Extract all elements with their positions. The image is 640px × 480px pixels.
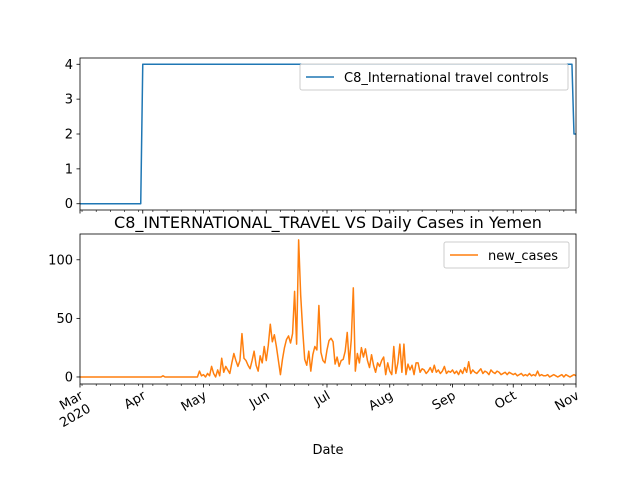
bottom-chart-frame bbox=[79, 233, 577, 385]
top-chart-y-tick-label: 3 bbox=[65, 93, 73, 108]
bottom-chart-series bbox=[80, 239, 577, 378]
top-chart-y-axis: 0 1 2 3 4 bbox=[65, 58, 80, 212]
top-chart-legend: C8_International travel controls bbox=[299, 63, 569, 91]
bottom-chart-legend-label: new_cases bbox=[488, 249, 558, 264]
top-chart-y-tick-label: 2 bbox=[65, 128, 73, 143]
bottom-chart-y-axis: 0 50 100 bbox=[48, 253, 80, 385]
bottom-chart-series-line bbox=[80, 239, 577, 378]
top-chart-legend-label: C8_International travel controls bbox=[344, 71, 549, 86]
top-chart-y-tick-label: 0 bbox=[65, 197, 73, 212]
top-chart-legend-box bbox=[299, 63, 569, 91]
bottom-chart-y-tick-label: 100 bbox=[48, 253, 73, 268]
bottom-chart-x-axis-label: Date bbox=[312, 443, 343, 458]
bottom-chart-y-tick-label: 50 bbox=[56, 312, 73, 327]
bottom-chart-legend: new_cases bbox=[443, 241, 570, 269]
top-chart: 0 1 2 3 4 C8_International travel controls bbox=[65, 57, 577, 214]
top-chart-x-axis bbox=[79, 210, 577, 214]
top-chart-y-tick-label: 1 bbox=[65, 162, 73, 177]
bottom-chart-title: C8_INTERNATIONAL_TRAVEL VS Daily Cases i… bbox=[114, 213, 542, 233]
top-chart-y-tick-label: 4 bbox=[65, 58, 73, 73]
bottom-chart-y-tick-label: 0 bbox=[65, 370, 73, 385]
bottom-chart-x-tick-label: Jul bbox=[311, 388, 333, 409]
bottom-chart-legend-box bbox=[443, 241, 570, 269]
